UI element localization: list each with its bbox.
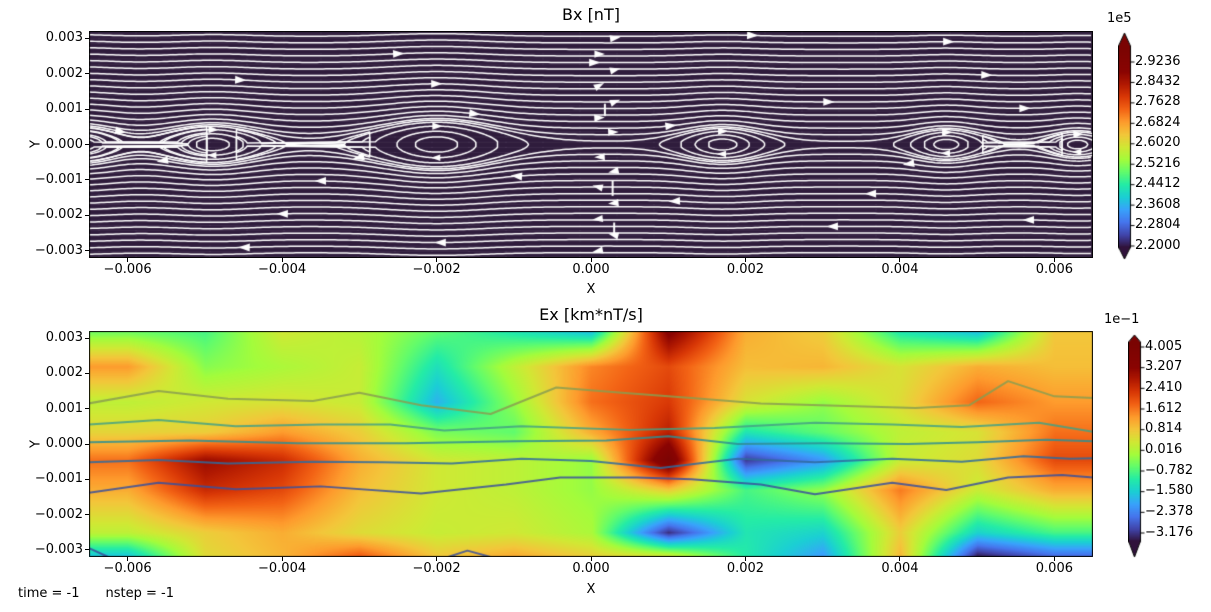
y-tick-mark bbox=[85, 108, 89, 110]
top-panel-title: Bx [nT] bbox=[562, 5, 620, 24]
x-tick-mark bbox=[744, 557, 746, 561]
x-tick-mark bbox=[436, 258, 438, 262]
y-tick-mark bbox=[85, 337, 89, 339]
bx-colorbar-tick-label: 2.6020 bbox=[1135, 135, 1181, 151]
y-tick-label: −0.001 bbox=[34, 471, 83, 487]
x-tick-mark bbox=[590, 557, 592, 561]
y-tick-mark bbox=[85, 514, 89, 516]
y-tick-mark bbox=[85, 408, 89, 410]
x-tick-mark bbox=[281, 258, 283, 262]
x-tick-label: 0.004 bbox=[881, 262, 919, 277]
x-tick-mark bbox=[436, 557, 438, 561]
bx-colorbar bbox=[1118, 32, 1136, 260]
y-tick-mark bbox=[85, 250, 89, 252]
y-tick-label: 0.001 bbox=[45, 101, 83, 117]
bx-streamline-plot bbox=[89, 31, 1093, 258]
bottom-xaxis-label: X bbox=[586, 582, 596, 597]
y-tick-mark bbox=[85, 37, 89, 39]
y-tick-mark bbox=[85, 372, 89, 374]
x-tick-mark bbox=[1053, 258, 1055, 262]
x-tick-label: 0.006 bbox=[1035, 561, 1073, 576]
y-tick-label: −0.002 bbox=[34, 506, 83, 522]
bx-colorbar-tick-label: 2.2000 bbox=[1135, 237, 1181, 253]
ex-colorbar-tick-label: −3.176 bbox=[1145, 524, 1194, 540]
x-tick-mark bbox=[744, 258, 746, 262]
y-tick-label: 0.002 bbox=[45, 365, 83, 381]
nstep-value: nstep = -1 bbox=[105, 586, 174, 601]
ex-colorbar-tick-label: −1.580 bbox=[1145, 483, 1194, 499]
y-tick-mark bbox=[85, 73, 89, 75]
ex-colorbar-tick-label: 1.612 bbox=[1145, 400, 1183, 416]
y-tick-label: 0.000 bbox=[45, 436, 83, 451]
ex-colorbar-tick-label: 0.814 bbox=[1145, 421, 1183, 437]
bx-colorbar-exponent: 1e5 bbox=[1107, 11, 1132, 26]
ex-colorbar-exponent: 1e−1 bbox=[1104, 312, 1140, 327]
x-tick-label: −0.006 bbox=[103, 561, 152, 576]
bx-colorbar-tick-label: 2.5216 bbox=[1135, 155, 1181, 171]
y-tick-label: −0.003 bbox=[34, 541, 83, 557]
x-tick-label: 0.000 bbox=[572, 561, 610, 576]
bx-colorbar-tick-label: 2.2804 bbox=[1135, 217, 1181, 233]
x-tick-label: −0.006 bbox=[103, 262, 152, 277]
x-tick-mark bbox=[590, 258, 592, 262]
x-tick-label: 0.006 bbox=[1035, 262, 1073, 277]
y-tick-mark bbox=[85, 478, 89, 480]
y-tick-label: 0.003 bbox=[45, 30, 83, 46]
x-tick-mark bbox=[281, 557, 283, 561]
time-value: time = -1 bbox=[18, 586, 80, 601]
top-xaxis-label: X bbox=[586, 282, 596, 297]
bx-colorbar-tick-label: 2.6824 bbox=[1135, 114, 1181, 130]
y-tick-label: 0.001 bbox=[45, 400, 83, 416]
x-tick-label: −0.004 bbox=[258, 561, 307, 576]
y-tick-label: 0.003 bbox=[45, 330, 83, 346]
x-tick-mark bbox=[899, 557, 901, 561]
y-tick-mark bbox=[85, 179, 89, 181]
ex-colorbar-tick-label: −2.378 bbox=[1145, 503, 1194, 519]
y-tick-label: 0.002 bbox=[45, 65, 83, 81]
bx-colorbar-tick-label: 2.9236 bbox=[1135, 53, 1181, 69]
x-tick-mark bbox=[1053, 557, 1055, 561]
x-tick-label: 0.002 bbox=[726, 561, 765, 576]
y-tick-label: 0.000 bbox=[45, 136, 83, 152]
y-tick-mark bbox=[85, 144, 89, 145]
y-tick-label: −0.002 bbox=[34, 207, 83, 223]
bx-colorbar-tick-label: 2.4412 bbox=[1135, 176, 1181, 192]
x-tick-label: −0.004 bbox=[258, 262, 307, 277]
ex-colorbar-tick-label: 0.016 bbox=[1145, 441, 1183, 457]
bx-colorbar-tick-label: 2.8432 bbox=[1135, 73, 1181, 89]
x-tick-mark bbox=[899, 258, 901, 262]
ex-colorbar-tick-label: 2.410 bbox=[1145, 379, 1183, 395]
x-tick-label: −0.002 bbox=[412, 262, 461, 277]
x-tick-mark bbox=[127, 258, 129, 262]
bx-streamline-canvas bbox=[89, 31, 1093, 258]
bx-colorbar-tick-label: 2.7628 bbox=[1135, 94, 1181, 110]
y-tick-mark bbox=[85, 443, 89, 445]
x-tick-mark bbox=[127, 557, 129, 561]
status-line: time = -1 nstep = -1 bbox=[18, 586, 174, 601]
y-tick-mark bbox=[85, 549, 89, 551]
ex-heatmap-canvas bbox=[89, 331, 1093, 557]
bx-colorbar-tick-label: 2.3608 bbox=[1135, 196, 1181, 212]
ex-heatmap-plot bbox=[89, 331, 1093, 557]
x-tick-label: 0.000 bbox=[572, 262, 610, 277]
x-tick-label: 0.002 bbox=[726, 262, 765, 277]
y-tick-mark bbox=[85, 214, 89, 216]
x-tick-label: −0.002 bbox=[412, 561, 461, 576]
x-tick-label: 0.004 bbox=[881, 561, 919, 576]
bottom-panel-title: Ex [km*nT/s] bbox=[539, 305, 643, 324]
y-tick-label: −0.001 bbox=[34, 171, 83, 187]
ex-colorbar bbox=[1128, 334, 1146, 558]
ex-colorbar-tick-label: 4.005 bbox=[1145, 338, 1183, 354]
ex-colorbar-tick-label: −0.782 bbox=[1145, 462, 1194, 478]
ex-colorbar-tick-label: 3.207 bbox=[1145, 359, 1183, 375]
y-tick-label: −0.003 bbox=[34, 242, 83, 258]
